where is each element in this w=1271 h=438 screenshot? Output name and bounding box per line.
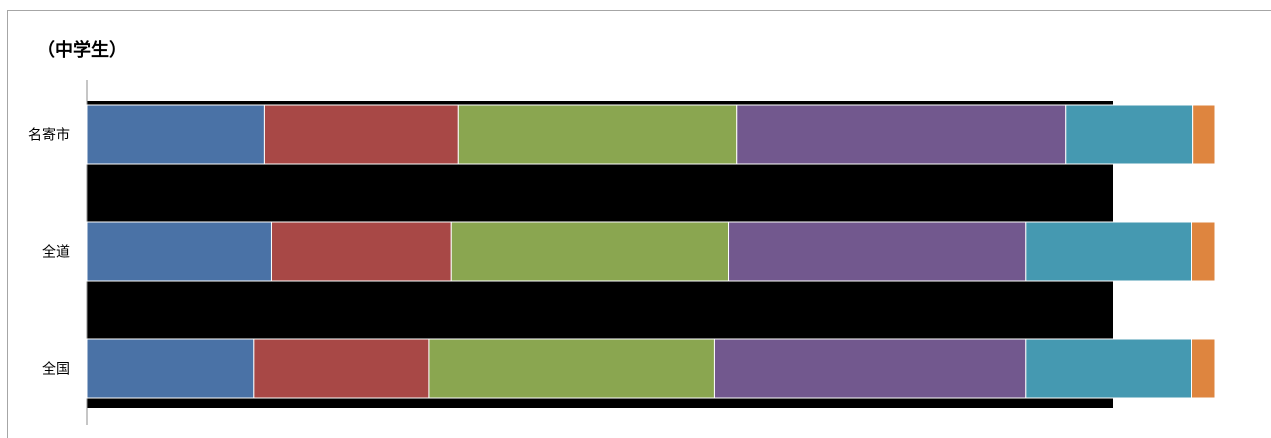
bar-segment-2-6 bbox=[1191, 221, 1216, 282]
chart-title: （中学生） bbox=[37, 40, 127, 61]
bar-segment-2-3 bbox=[450, 221, 730, 282]
bar-segment-1-1 bbox=[86, 104, 265, 165]
bar-segment-1-5 bbox=[1065, 104, 1194, 165]
category-label-1: 名寄市 bbox=[28, 127, 70, 144]
bar-segment-3-3 bbox=[428, 338, 715, 399]
bar-segment-2-4 bbox=[728, 221, 1027, 282]
bar-segment-2-5 bbox=[1025, 221, 1192, 282]
bar-segment-1-3 bbox=[457, 104, 738, 165]
chart-frame bbox=[7, 10, 1271, 438]
bar-segment-1-2 bbox=[263, 104, 459, 165]
bar-segment-3-6 bbox=[1191, 338, 1216, 399]
category-label-2: 全道 bbox=[42, 244, 70, 261]
bar-segment-2-1 bbox=[86, 221, 272, 282]
category-label-3: 全国 bbox=[42, 361, 70, 378]
bar-segment-2-2 bbox=[270, 221, 452, 282]
bar-segment-1-6 bbox=[1192, 104, 1216, 165]
bar-segment-3-2 bbox=[253, 338, 430, 399]
bar-segment-1-4 bbox=[736, 104, 1067, 165]
bar-segment-3-5 bbox=[1025, 338, 1192, 399]
bar-segment-3-1 bbox=[86, 338, 255, 399]
bar-segment-3-4 bbox=[713, 338, 1027, 399]
